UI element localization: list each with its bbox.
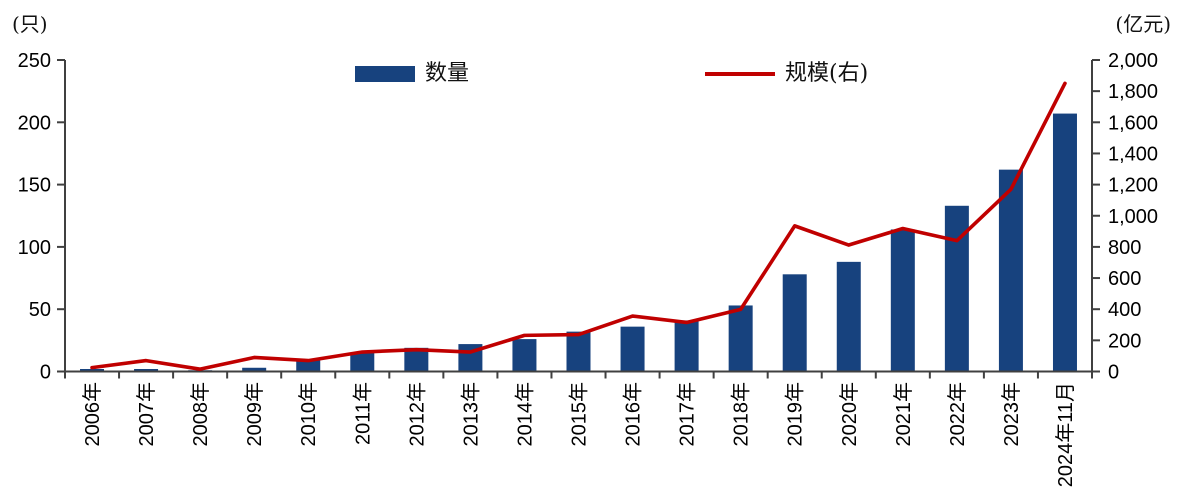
bar-2019年: [782, 274, 807, 372]
left-tick-label: 200: [18, 112, 51, 134]
x-label-2015年: 2015年: [568, 382, 591, 447]
right-tick-label: 1,000: [1108, 206, 1158, 228]
x-label-2019年: 2019年: [784, 382, 807, 447]
bar-2009年: [242, 367, 267, 372]
bar-2010年: [296, 359, 321, 372]
left-tick-label: 50: [29, 299, 51, 321]
bar-2024年11月: [1052, 113, 1077, 372]
left-tick-label: 150: [18, 175, 51, 197]
scale-line-series: [90, 81, 1067, 371]
bar-2017年: [674, 320, 699, 372]
x-label-2013年: 2013年: [459, 382, 482, 447]
legend-item-scale: 规模(右): [705, 62, 868, 86]
bar-2014年: [512, 339, 537, 372]
legend-label-quantity: 数量: [425, 61, 470, 86]
left-axis-unit: (只): [12, 12, 48, 36]
line-series-swatch: [705, 72, 775, 76]
right-tick-label: 200: [1108, 330, 1141, 352]
bar-2007年: [134, 369, 159, 372]
right-axis-unit: (亿元): [1115, 12, 1171, 36]
bar-2016年: [620, 326, 645, 372]
right-tick-label: 0: [1108, 362, 1119, 384]
x-label-2009年: 2009年: [243, 382, 266, 447]
bar-2020年: [836, 261, 861, 372]
bar-2018年: [728, 305, 753, 372]
right-tick-label: 600: [1108, 268, 1141, 290]
bar-2015年: [566, 331, 591, 372]
right-tick-label: 1,600: [1108, 112, 1158, 134]
right-tick-label: 1,400: [1108, 143, 1158, 165]
x-label-2010年: 2010年: [297, 382, 320, 447]
right-tick-label: 2,000: [1108, 50, 1158, 72]
right-tick-label: 800: [1108, 237, 1141, 259]
x-label-2014年: 2014年: [513, 382, 536, 447]
x-label-2021年: 2021年: [892, 382, 915, 447]
bar-2023年: [998, 169, 1023, 372]
left-tick-label: 100: [18, 237, 51, 259]
x-label-2016年: 2016年: [622, 382, 645, 447]
right-tick-label: 1,200: [1108, 175, 1158, 197]
bar-series-swatch: [355, 66, 415, 82]
legend-item-quantity: 数量: [355, 62, 469, 86]
bar-2012年: [404, 347, 429, 372]
x-label-2022年: 2022年: [946, 382, 969, 447]
x-label-2007年: 2007年: [135, 382, 158, 447]
bar-2011年: [350, 352, 375, 372]
legend-label-scale: 规模(右): [785, 61, 869, 86]
x-label-2024年11月: 2024年11月: [1054, 382, 1077, 487]
x-label-2012年: 2012年: [405, 382, 428, 447]
right-tick-label: 400: [1108, 299, 1141, 321]
x-label-2023年: 2023年: [1000, 382, 1023, 447]
x-label-2006年: 2006年: [81, 382, 104, 447]
x-label-2018年: 2018年: [730, 382, 753, 447]
left-tick-label: 0: [40, 362, 51, 384]
x-label-2017年: 2017年: [676, 382, 699, 447]
x-label-2020年: 2020年: [838, 382, 861, 447]
bar-2021年: [890, 229, 915, 372]
right-tick-label: 1,800: [1108, 81, 1158, 103]
x-label-2011年: 2011年: [351, 382, 374, 445]
bar-2006年: [80, 369, 105, 372]
x-label-2008年: 2008年: [189, 382, 212, 447]
left-tick-label: 250: [18, 50, 51, 72]
